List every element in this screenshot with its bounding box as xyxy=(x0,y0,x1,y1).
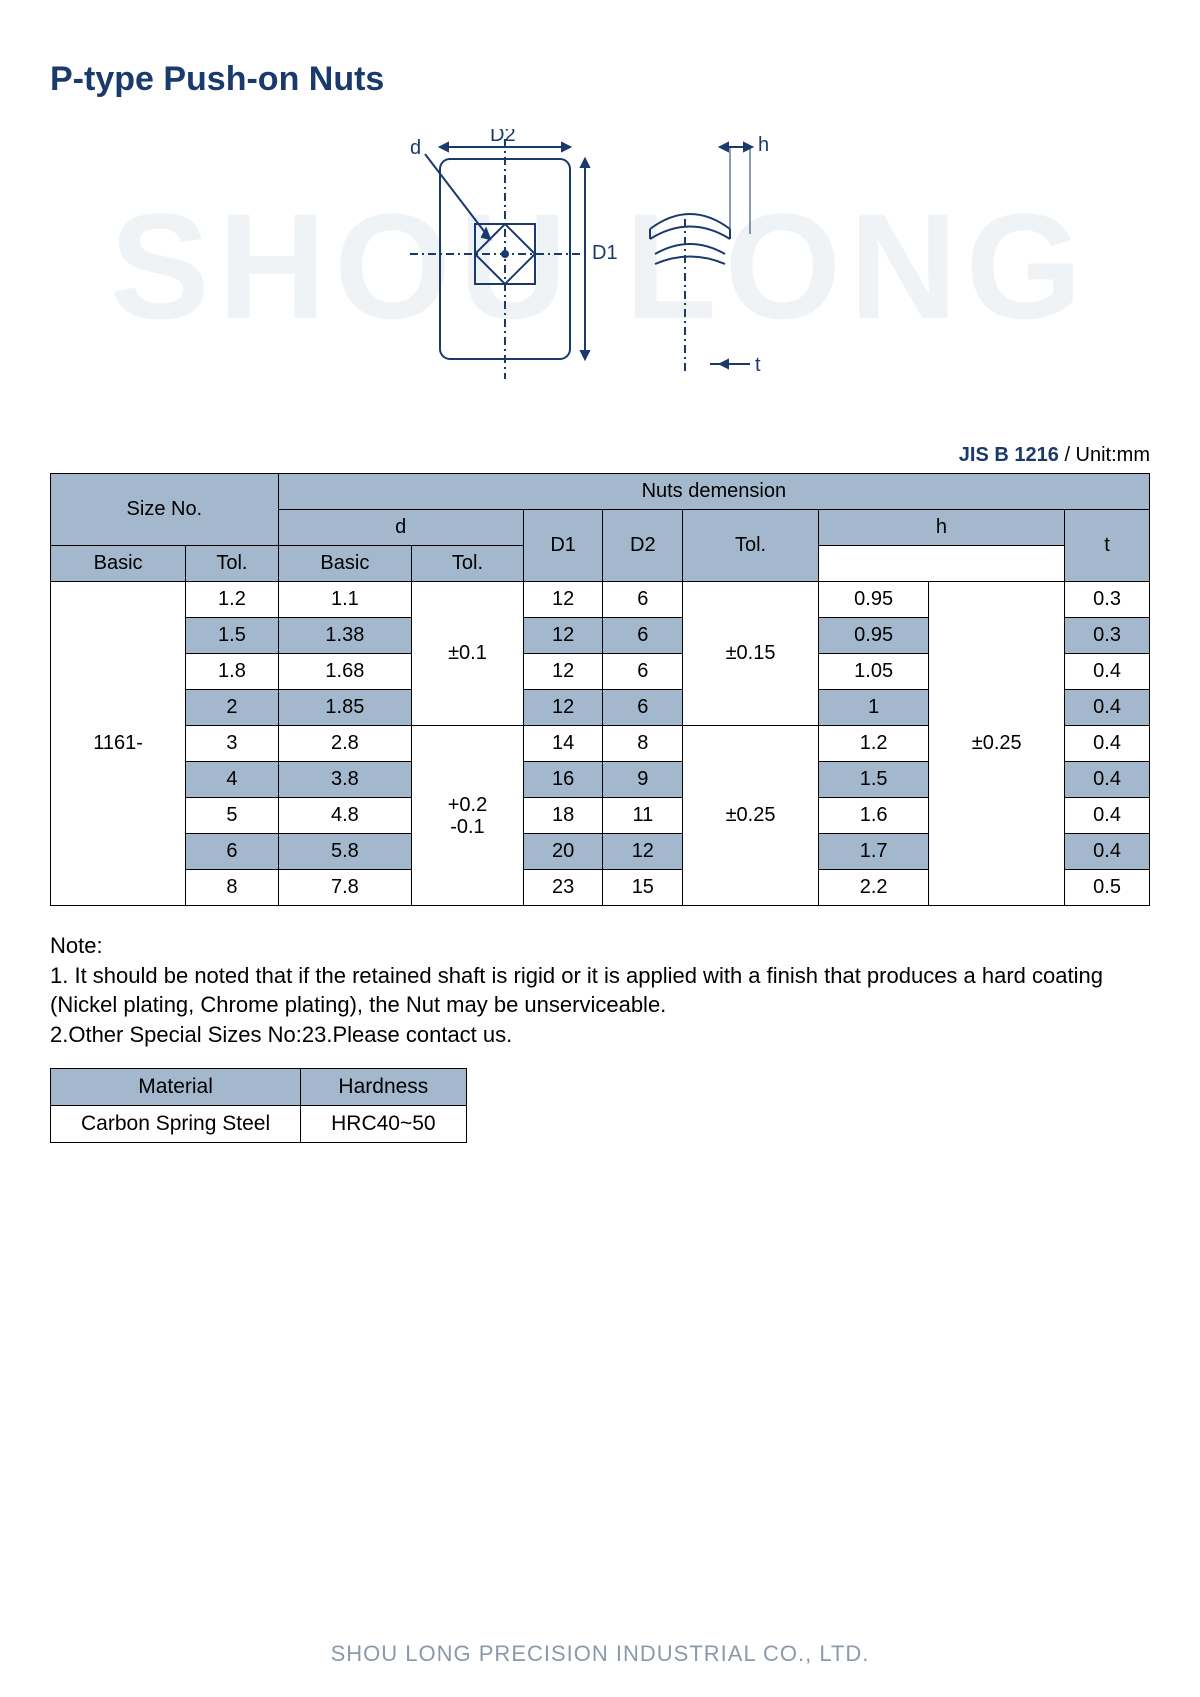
cell-d-basic: 3.8 xyxy=(278,762,411,798)
footer-company: SHOU LONG PRECISION INDUSTRIAL CO., LTD. xyxy=(0,1641,1200,1667)
cell-t: 0.4 xyxy=(1065,834,1150,870)
cell-t: 0.4 xyxy=(1065,690,1150,726)
cell-size: 1.8 xyxy=(186,654,278,690)
cell-h-basic: 1.7 xyxy=(818,834,928,870)
notes-heading: Note: xyxy=(50,931,1150,961)
cell-d-basic: 4.8 xyxy=(278,798,411,834)
series-prefix: 1161- xyxy=(51,582,186,906)
th-d-basic: Basic xyxy=(51,546,186,582)
cell-h-basic: 1 xyxy=(818,690,928,726)
cell-size: 2 xyxy=(186,690,278,726)
cell-t: 0.4 xyxy=(1065,726,1150,762)
cell-h-basic: 1.05 xyxy=(818,654,928,690)
th-hardness: Hardness xyxy=(301,1068,466,1105)
page-title: P-type Push-on Nuts xyxy=(50,60,1150,99)
note-item-2: 2.Other Special Sizes No:23.Please conta… xyxy=(50,1020,1150,1050)
cell-d2: 6 xyxy=(603,618,683,654)
cell-d-tol-g1: ±0.1 xyxy=(412,582,524,726)
td-material: Carbon Spring Steel xyxy=(51,1105,301,1142)
cell-t: 0.4 xyxy=(1065,654,1150,690)
th-d-tol: Tol. xyxy=(186,546,278,582)
cell-dim-tol-g1: ±0.15 xyxy=(683,582,819,726)
cell-d-basic: 1.1 xyxy=(278,582,411,618)
th-d2: D2 xyxy=(603,510,683,582)
td-hardness: HRC40~50 xyxy=(301,1105,466,1142)
cell-h-basic: 0.95 xyxy=(818,582,928,618)
cell-d1: 20 xyxy=(523,834,603,870)
th-d: d xyxy=(278,510,523,546)
note-item-1: 1. It should be noted that if the retain… xyxy=(50,961,1150,1020)
svg-text:D2: D2 xyxy=(490,129,516,146)
cell-d2: 11 xyxy=(603,798,683,834)
notes-block: Note: 1. It should be noted that if the … xyxy=(50,931,1150,1050)
cell-d1: 12 xyxy=(523,618,603,654)
cell-h-basic: 1.2 xyxy=(818,726,928,762)
th-nuts-dimension: Nuts demension xyxy=(278,474,1149,510)
spec-table: Size No. Nuts demension d D1 D2 Tol. h t… xyxy=(50,473,1150,906)
cell-d2: 6 xyxy=(603,582,683,618)
cell-d1: 23 xyxy=(523,870,603,906)
th-tol: Tol. xyxy=(683,510,819,582)
cell-t: 0.4 xyxy=(1065,798,1150,834)
cell-size: 1.2 xyxy=(186,582,278,618)
th-h: h xyxy=(818,510,1064,546)
cell-t: 0.4 xyxy=(1065,762,1150,798)
cell-h-basic: 1.6 xyxy=(818,798,928,834)
table-row: 1161-1.21.1±0.1126±0.150.95±0.250.3 xyxy=(51,582,1150,618)
cell-d-tol-g2: +0.2-0.1 xyxy=(412,726,524,906)
cell-size: 8 xyxy=(186,870,278,906)
cell-d1: 12 xyxy=(523,690,603,726)
standard-code: JIS B 1216 xyxy=(959,444,1059,466)
th-d1: D1 xyxy=(523,510,603,582)
cell-t: 0.5 xyxy=(1065,870,1150,906)
th-size-no: Size No. xyxy=(51,474,279,546)
cell-size: 1.5 xyxy=(186,618,278,654)
cell-h-basic: 1.5 xyxy=(818,762,928,798)
cell-d-basic: 5.8 xyxy=(278,834,411,870)
cell-d1: 18 xyxy=(523,798,603,834)
cell-d1: 16 xyxy=(523,762,603,798)
cell-d1: 14 xyxy=(523,726,603,762)
cell-t: 0.3 xyxy=(1065,582,1150,618)
cell-d2: 6 xyxy=(603,654,683,690)
svg-text:D1: D1 xyxy=(592,242,618,264)
svg-text:h: h xyxy=(758,134,769,156)
cell-d-basic: 2.8 xyxy=(278,726,411,762)
standard-unit: / Unit:mm xyxy=(1064,444,1150,466)
cell-d-basic: 7.8 xyxy=(278,870,411,906)
engineering-diagram: d D2 D1 xyxy=(50,129,1150,414)
svg-text:d: d xyxy=(410,137,421,159)
cell-d2: 15 xyxy=(603,870,683,906)
cell-size: 3 xyxy=(186,726,278,762)
cell-d2: 8 xyxy=(603,726,683,762)
cell-d1: 12 xyxy=(523,654,603,690)
cell-h-basic: 2.2 xyxy=(818,870,928,906)
cell-size: 6 xyxy=(186,834,278,870)
cell-d-basic: 1.68 xyxy=(278,654,411,690)
svg-text:t: t xyxy=(755,354,761,376)
cell-t: 0.3 xyxy=(1065,618,1150,654)
th-h-tol: Tol. xyxy=(412,546,524,582)
th-t: t xyxy=(1065,510,1150,582)
cell-size: 4 xyxy=(186,762,278,798)
standard-line: JIS B 1216 / Unit:mm xyxy=(50,444,1150,467)
cell-size: 5 xyxy=(186,798,278,834)
cell-d2: 12 xyxy=(603,834,683,870)
th-material: Material xyxy=(51,1068,301,1105)
cell-d1: 12 xyxy=(523,582,603,618)
cell-dim-tol-g2: ±0.25 xyxy=(683,726,819,906)
cell-d-basic: 1.38 xyxy=(278,618,411,654)
th-h-basic: Basic xyxy=(278,546,411,582)
cell-d-basic: 1.85 xyxy=(278,690,411,726)
cell-d2: 9 xyxy=(603,762,683,798)
cell-h-basic: 0.95 xyxy=(818,618,928,654)
cell-h-tol: ±0.25 xyxy=(929,582,1065,906)
material-table: Material Hardness Carbon Spring Steel HR… xyxy=(50,1068,467,1143)
cell-d2: 6 xyxy=(603,690,683,726)
